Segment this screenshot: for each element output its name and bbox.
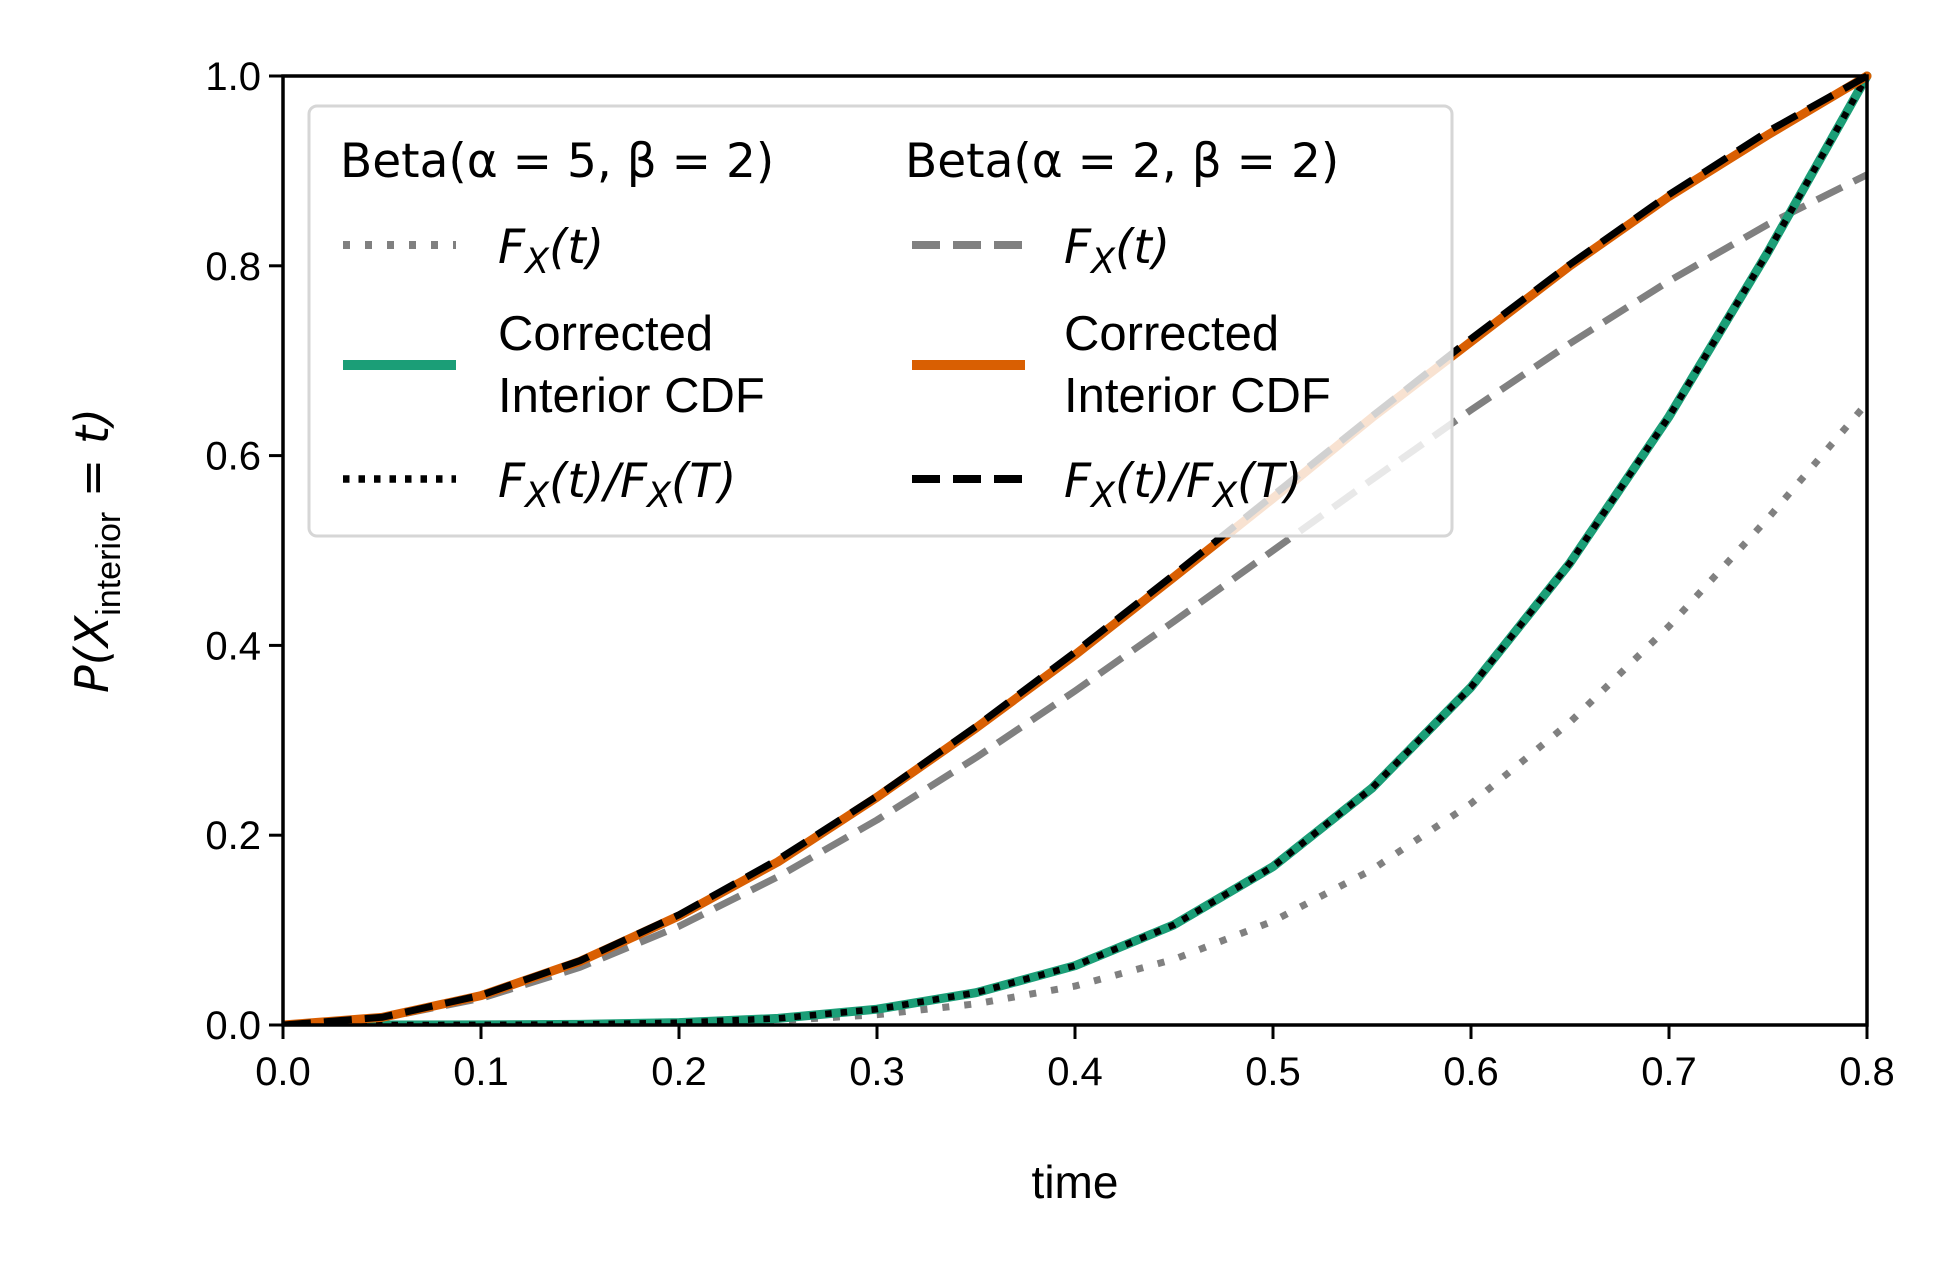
legend-title: Beta(α = 2, β = 2): [905, 134, 1339, 189]
x-tick-label: 0.2: [651, 1050, 707, 1094]
x-tick-label: 0.8: [1839, 1050, 1895, 1094]
y-tick-label: 0.0: [205, 1004, 261, 1048]
x-tick-label: 0.3: [849, 1050, 905, 1094]
legend-box: [307, 104, 1454, 538]
x-tick-label: 0.7: [1641, 1050, 1697, 1094]
legend-label: FX(t): [1064, 220, 1170, 282]
y-axis-label: P(Xinterior = t): [65, 408, 128, 693]
legend-label: Interior CDF: [1064, 369, 1331, 423]
axes-layer: 0.0 0.1 0.2 0.3 0.4 0.5 0.6 0.7 0.8 0.0 0.2 0.4 0.6 0…: [65, 55, 1895, 1208]
y-tick-label: 1.0: [205, 55, 261, 99]
x-axis-label: time: [1032, 1156, 1119, 1208]
legend-label: Interior CDF: [498, 369, 765, 423]
x-tick-label: 0.1: [453, 1050, 509, 1094]
x-tick-label: 0.0: [255, 1050, 311, 1094]
legend-label: Corrected: [498, 307, 713, 361]
series-line-b22-fx: [283, 171, 1869, 1025]
x-tick-label: 0.5: [1245, 1050, 1301, 1094]
y-tick-label: 0.2: [205, 814, 261, 858]
legend-label: FX(t)/FX(T): [498, 454, 736, 516]
legend-label: FX(t)/FX(T): [1064, 454, 1302, 516]
legend-title: Beta(α = 5, β = 2): [340, 134, 774, 189]
legend: Beta(α = 5, β = 2) FX(t) Corrected Interior…: [307, 104, 1454, 538]
x-tick-label: 0.4: [1047, 1050, 1103, 1094]
legend-label: Corrected: [1064, 307, 1279, 361]
series-line-b22-ratio: [283, 72, 1869, 1025]
y-tick-label: 0.8: [205, 245, 261, 289]
y-tick-label: 0.6: [205, 435, 261, 479]
legend-label: FX(t): [498, 220, 604, 282]
x-tick-label: 0.6: [1443, 1050, 1499, 1094]
y-tick-label: 0.4: [205, 624, 261, 668]
